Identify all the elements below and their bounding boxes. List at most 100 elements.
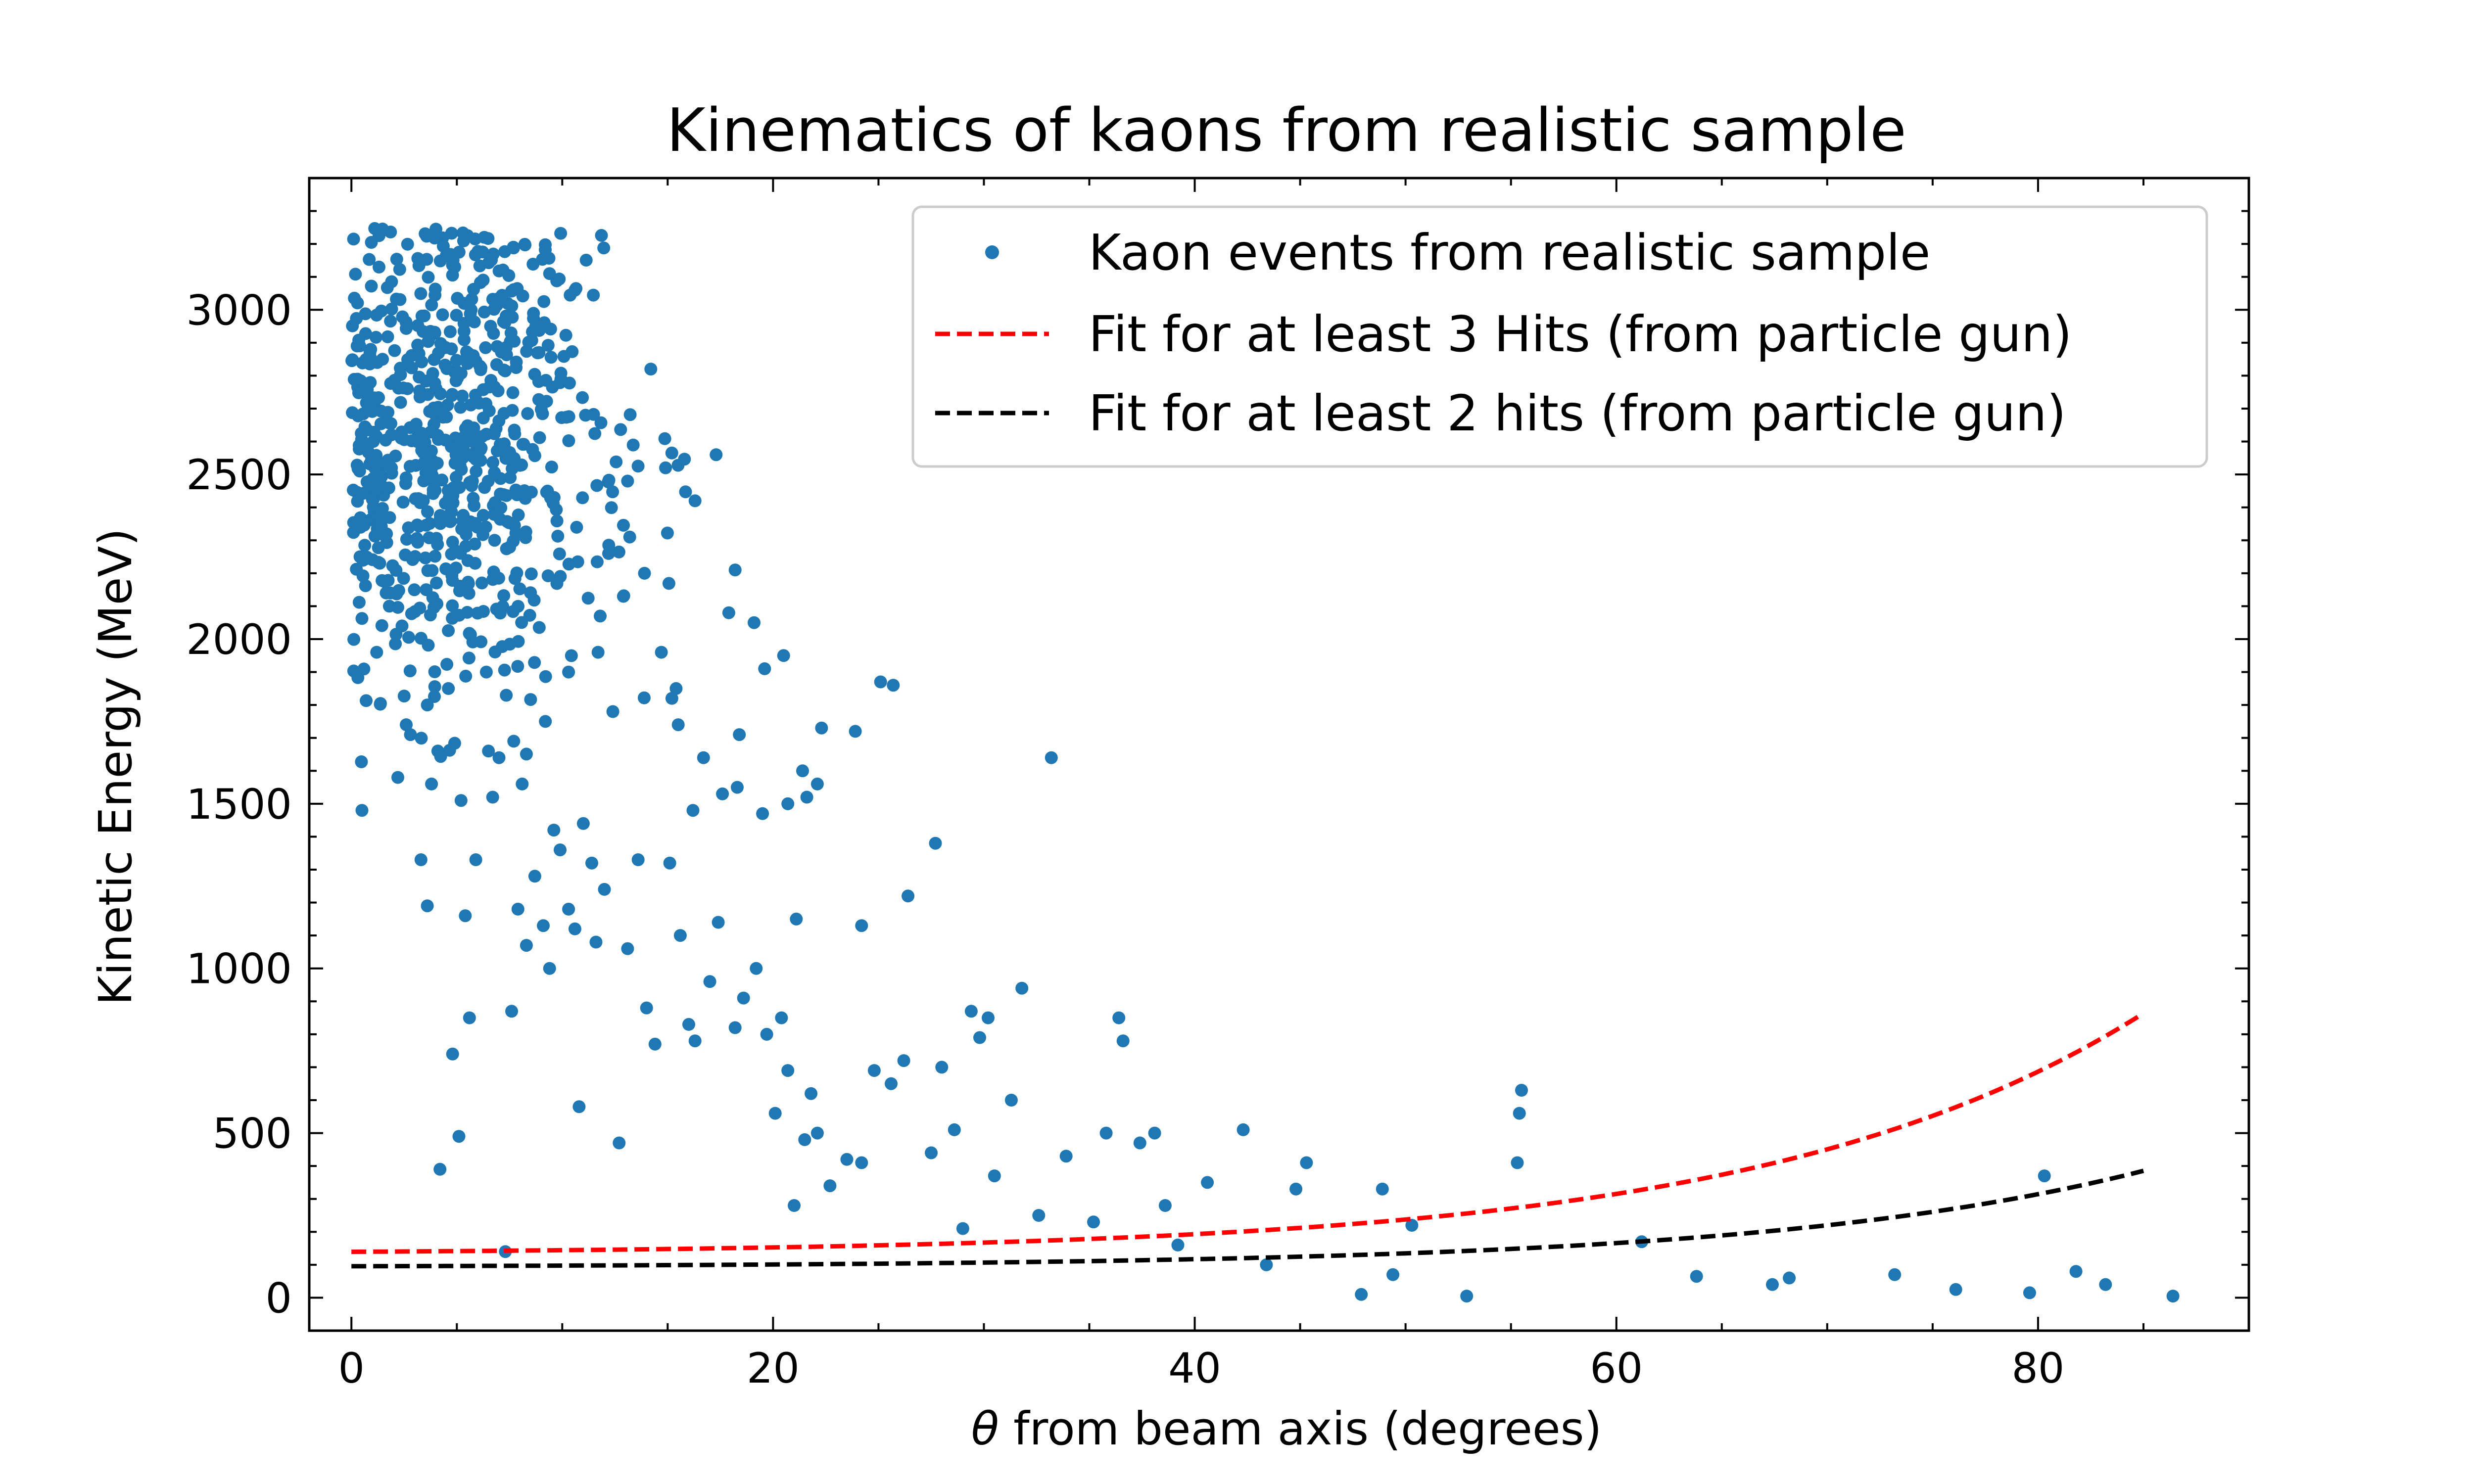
cluster-point: [454, 547, 467, 560]
scatter-point: [800, 790, 813, 804]
cluster-point: [450, 309, 463, 322]
cluster-point: [358, 518, 371, 532]
scatter-point: [492, 751, 506, 764]
cluster-point: [527, 594, 541, 607]
cluster-point: [430, 576, 443, 590]
cluster-point: [500, 348, 513, 362]
cluster-point: [428, 665, 441, 678]
cluster-point: [365, 236, 378, 249]
cluster-point: [595, 229, 608, 242]
cluster-point: [422, 271, 435, 284]
scatter-point: [543, 962, 556, 975]
scatter-point: [790, 912, 803, 926]
cluster-point: [388, 344, 401, 357]
scatter-point: [686, 804, 700, 817]
cluster-point: [562, 557, 575, 571]
scatter-point: [1513, 1107, 1526, 1120]
scatter-point: [663, 856, 676, 870]
cluster-point: [610, 455, 623, 468]
x-axis-symbol: θ: [971, 1402, 999, 1455]
scatter-point: [688, 494, 702, 508]
scatter-point: [750, 962, 763, 975]
cluster-point: [524, 567, 538, 581]
scatter-point: [543, 267, 556, 280]
cluster-point: [554, 367, 568, 380]
cluster-point: [494, 501, 508, 514]
scatter-point: [758, 662, 771, 675]
scatter-point: [532, 346, 546, 359]
cluster-point: [426, 591, 439, 604]
cluster-point: [532, 375, 545, 388]
cluster-point: [408, 583, 421, 597]
cluster-point: [367, 425, 381, 439]
cluster-point: [350, 459, 364, 472]
scatter-point: [973, 1031, 986, 1044]
scatter-point: [631, 853, 645, 866]
cluster-point: [509, 526, 523, 540]
scatter-point: [731, 781, 744, 794]
cluster-point: [521, 407, 534, 420]
cluster-point: [501, 515, 514, 528]
cluster-point: [396, 496, 410, 509]
cluster-point: [494, 487, 507, 501]
cluster-point: [524, 693, 537, 706]
scatter-point: [2166, 1290, 2180, 1303]
cluster-point: [457, 234, 470, 247]
cluster-point: [486, 247, 500, 261]
cluster-point: [449, 470, 463, 484]
cluster-point: [579, 253, 593, 267]
scatter-point: [760, 1027, 773, 1041]
cluster-point: [475, 576, 488, 590]
cluster-point: [399, 322, 413, 335]
cluster-point: [428, 288, 442, 302]
scatter-point: [2038, 1169, 2051, 1183]
cluster-point: [506, 386, 520, 399]
cluster-point: [428, 601, 440, 614]
cluster-point: [474, 443, 487, 456]
scatter-point: [433, 1162, 447, 1176]
scatter-point: [1201, 1176, 1214, 1189]
scatter-point: [712, 916, 725, 929]
scatter-point: [810, 777, 824, 790]
cluster-point: [502, 269, 516, 282]
cluster-point: [515, 616, 528, 629]
cluster-point: [463, 627, 476, 640]
scatter-point: [948, 1123, 961, 1136]
scatter-point: [442, 682, 455, 695]
cluster-point: [347, 633, 361, 646]
cluster-point: [403, 664, 417, 678]
cluster-point: [576, 391, 589, 404]
cluster-point: [414, 496, 427, 510]
cluster-point: [494, 606, 507, 620]
cluster-point: [658, 432, 671, 445]
cluster-point: [401, 353, 414, 366]
cluster-point: [565, 649, 578, 662]
cluster-point: [532, 621, 546, 634]
cluster-point: [414, 287, 428, 300]
cluster-point: [443, 325, 457, 338]
cluster-point: [484, 374, 498, 387]
cluster-point: [457, 509, 470, 522]
scatter-point: [655, 646, 668, 659]
cluster-point: [429, 223, 442, 236]
cluster-point: [411, 252, 425, 265]
cluster-point: [553, 273, 566, 285]
scatter-point: [855, 1156, 868, 1169]
cluster-point: [516, 289, 529, 303]
cluster-point: [360, 396, 373, 410]
scatter-point: [572, 1100, 586, 1113]
cluster-point: [539, 670, 552, 683]
cluster-point: [374, 697, 387, 710]
cluster-point: [544, 351, 558, 364]
scatter-point: [1158, 1199, 1172, 1212]
cluster-point: [393, 263, 406, 276]
cluster-point: [477, 305, 491, 319]
cluster-point: [469, 355, 482, 368]
scatter-point: [421, 899, 434, 913]
scatter-point: [459, 909, 472, 923]
cluster-point: [553, 376, 567, 389]
scatter-point: [591, 646, 605, 659]
scatter-point: [935, 1061, 949, 1074]
scatter-point: [737, 991, 750, 1005]
scatter-point: [728, 563, 742, 577]
